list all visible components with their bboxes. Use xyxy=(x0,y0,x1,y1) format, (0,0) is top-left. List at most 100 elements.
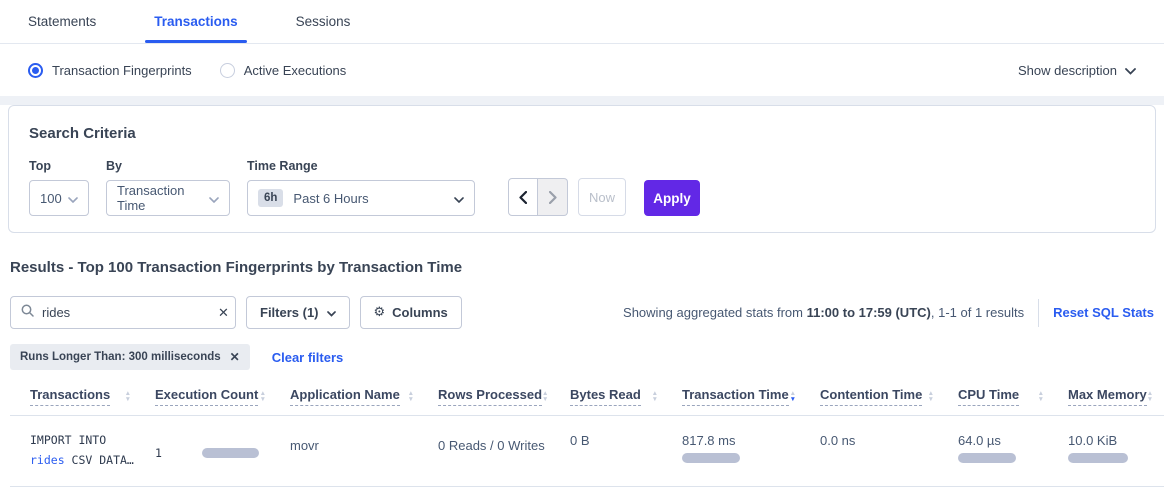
reset-sql-stats-link[interactable]: Reset SQL Stats xyxy=(1053,305,1154,320)
sort-icon[interactable]: ▲ ▼ xyxy=(124,389,131,403)
active-filters-row: Runs Longer Than: 300 milliseconds ✕ Cle… xyxy=(0,344,1164,370)
column-header-label[interactable]: Transaction Time xyxy=(682,387,789,406)
column-header-label[interactable]: Rows Processed xyxy=(438,387,543,406)
previous-interval-button[interactable] xyxy=(508,178,538,216)
clear-filters-link[interactable]: Clear filters xyxy=(271,349,344,365)
sort-icon[interactable]: ▲ ▼ xyxy=(1146,389,1154,403)
cpu-time-bar xyxy=(958,453,1016,463)
top-select-value: 100 xyxy=(40,190,62,206)
stats-prefix: Showing aggregated stats from xyxy=(623,305,807,320)
column-header-label[interactable]: Transactions xyxy=(30,387,111,406)
cell-cpu-time: 64.0 µs xyxy=(958,430,1068,470)
search-term-highlight: rides xyxy=(30,453,65,467)
table-row: IMPORT INTO rides CSV DATA… 1 movr 0 Rea… xyxy=(10,416,1164,487)
chevron-down-icon xyxy=(454,191,464,206)
view-toggle-row: Transaction Fingerprints Active Executio… xyxy=(0,44,1164,96)
cell-max-memory: 10.0 KiB xyxy=(1068,430,1164,470)
clear-search-icon[interactable]: ✕ xyxy=(218,305,229,320)
transaction-time-value: 817.8 ms xyxy=(682,433,736,448)
radio-transaction-fingerprints[interactable]: Transaction Fingerprints xyxy=(28,62,192,78)
radio-label: Active Executions xyxy=(243,62,347,78)
chevron-down-icon xyxy=(1125,63,1136,78)
filters-button[interactable]: Filters (1) xyxy=(246,296,350,329)
execution-count-bar xyxy=(201,448,259,458)
apply-button[interactable]: Apply xyxy=(644,180,700,216)
column-header-label[interactable]: Bytes Read xyxy=(570,387,641,406)
cell-execution-count: 1 xyxy=(155,430,290,470)
section-divider xyxy=(0,96,1164,105)
aggregated-stats-text: Showing aggregated stats from 11:00 to 1… xyxy=(623,298,1154,327)
column-header-label[interactable]: Max Memory xyxy=(1068,387,1147,406)
sort-icon[interactable]: ▲ ▼ xyxy=(651,389,658,403)
time-range-badge: 6h xyxy=(258,189,284,207)
show-description-toggle[interactable]: Show description xyxy=(1018,63,1136,78)
results-table: Transactions ▲ ▼ Execution Count ▲ ▼ Appli… xyxy=(10,387,1164,487)
sort-icon[interactable]: ▲ ▼ xyxy=(407,389,414,403)
top-select[interactable]: 100 xyxy=(29,180,89,216)
vertical-divider xyxy=(1038,298,1040,327)
results-search-box[interactable]: ✕ xyxy=(10,296,236,329)
search-criteria-card: Search Criteria Top 100 By Transaction T… xyxy=(8,105,1156,233)
results-controls: ✕ Filters (1) ⚙ Columns Showing aggregat… xyxy=(0,296,1164,329)
sort-icon[interactable]: ▲ ▼ xyxy=(542,389,549,403)
execution-count-value: 1 xyxy=(155,446,162,460)
radio-label: Transaction Fingerprints xyxy=(52,62,192,78)
cell-bytes-read: 0 B xyxy=(570,433,590,448)
cell-transaction-time: 817.8 ms xyxy=(682,430,820,470)
filter-pill-runs-longer-than: Runs Longer Than: 300 milliseconds ✕ xyxy=(10,344,250,370)
radio-active-executions[interactable]: Active Executions xyxy=(219,62,347,78)
columns-button-label: Columns xyxy=(392,305,448,320)
column-header-application-name: Application Name ▲ ▼ xyxy=(290,387,438,406)
column-header-transaction-time: Transaction Time ▲ ▼ xyxy=(682,387,820,406)
time-range-label: Time Range xyxy=(247,159,318,173)
max-memory-value: 10.0 KiB xyxy=(1068,433,1118,448)
tab-sessions[interactable]: Sessions xyxy=(295,14,351,29)
column-header-rows-processed: Rows Processed ▲ ▼ xyxy=(438,387,570,406)
filters-button-label: Filters (1) xyxy=(260,305,319,320)
top-label: Top xyxy=(29,159,51,173)
gear-icon: ⚙ xyxy=(373,305,386,320)
search-icon xyxy=(21,304,34,322)
search-input[interactable] xyxy=(42,305,218,320)
cell-transaction-fingerprint[interactable]: IMPORT INTO rides CSV DATA… xyxy=(30,430,155,470)
sort-icon[interactable]: ▲ ▼ xyxy=(1037,389,1044,403)
cell-application-name: movr xyxy=(290,438,319,453)
show-description-label: Show description xyxy=(1018,62,1117,78)
max-memory-bar xyxy=(1068,453,1128,463)
column-header-label[interactable]: Contention Time xyxy=(820,387,923,406)
filter-pill-label: Runs Longer Than: 300 milliseconds xyxy=(20,351,221,363)
sort-icon-descending[interactable]: ▲ ▼ xyxy=(789,389,796,403)
chevron-down-icon xyxy=(209,191,219,206)
sort-icon[interactable]: ▲ ▼ xyxy=(259,389,266,403)
transaction-statement-line1: IMPORT INTO xyxy=(30,433,107,447)
column-header-execution-count: Execution Count ▲ ▼ xyxy=(155,387,290,406)
sort-icon[interactable]: ▲ ▼ xyxy=(927,389,934,403)
next-interval-button[interactable] xyxy=(538,178,568,216)
transaction-time-bar xyxy=(682,453,740,463)
column-header-label[interactable]: CPU Time xyxy=(958,387,1020,406)
now-button[interactable]: Now xyxy=(578,178,626,216)
page-tabs: Statements Transactions Sessions xyxy=(0,0,1164,44)
results-heading: Results - Top 100 Transaction Fingerprin… xyxy=(10,259,463,276)
time-range-select[interactable]: 6h Past 6 Hours xyxy=(247,180,475,216)
by-label: By xyxy=(106,159,122,173)
column-header-contention-time: Contention Time ▲ ▼ xyxy=(820,387,958,406)
tab-statements[interactable]: Statements xyxy=(28,14,97,29)
column-header-label[interactable]: Application Name xyxy=(290,387,400,406)
tab-transactions[interactable]: Transactions xyxy=(145,14,247,43)
time-nav-group xyxy=(508,178,568,216)
column-header-label[interactable]: Execution Count xyxy=(155,387,259,406)
by-select[interactable]: Transaction Time xyxy=(106,180,230,216)
by-select-value: Transaction Time xyxy=(117,183,185,213)
remove-filter-icon[interactable]: ✕ xyxy=(229,350,240,364)
cpu-time-value: 64.0 µs xyxy=(958,433,1001,448)
stats-suffix: , 1-1 of 1 results xyxy=(930,305,1025,320)
stats-time-range: 11:00 to 17:59 (UTC) xyxy=(806,305,931,320)
radio-selected-icon xyxy=(28,62,43,78)
column-header-bytes-read: Bytes Read ▲ ▼ xyxy=(570,387,682,406)
search-criteria-title: Search Criteria xyxy=(29,125,136,142)
time-range-value: Past 6 Hours xyxy=(293,190,369,206)
column-header-max-memory: Max Memory ▲ ▼ xyxy=(1068,387,1164,406)
transaction-statement-line2: rides CSV DATA… xyxy=(30,450,137,470)
columns-button[interactable]: ⚙ Columns xyxy=(359,296,462,329)
